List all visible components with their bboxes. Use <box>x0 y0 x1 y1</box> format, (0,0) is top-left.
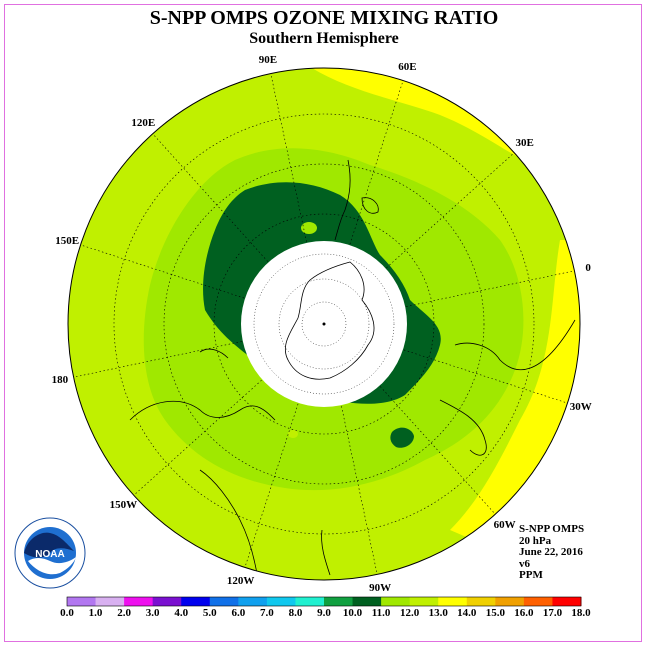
meridian-line <box>323 323 568 404</box>
colorbar-outline <box>66 596 582 607</box>
longitude-label: 120W <box>226 574 255 587</box>
colorbar-tick-label: 13.0 <box>428 607 448 619</box>
colorbar-swatch <box>295 597 325 606</box>
colorbar-swatch <box>381 597 411 606</box>
colorbar-tick-label: 4.0 <box>174 607 189 619</box>
colorbar-swatch <box>352 597 382 606</box>
colorbar-swatch <box>209 597 239 606</box>
map-border <box>67 67 581 581</box>
longitude-label: 120E <box>131 117 156 130</box>
longitude-label: 30E <box>515 137 534 150</box>
longitude-label: 30W <box>569 401 592 414</box>
colorbar-tick-label: 16.0 <box>514 607 534 619</box>
noaa-logo: NOAA <box>14 517 86 589</box>
meridian-line <box>323 270 575 325</box>
longitude-label: 90W <box>369 582 392 595</box>
longitude-label: 90E <box>258 53 278 66</box>
colorbar-tick-label: 18.0 <box>571 607 591 619</box>
page-frame <box>4 4 642 642</box>
info-date: June 22, 2016 <box>519 546 583 558</box>
noaa-logo-text: NOAA <box>35 549 64 560</box>
colorbar-tick-label: 17.0 <box>542 607 563 619</box>
colorbar-tick-label: 1.0 <box>88 607 103 619</box>
longitude-label: 150E <box>55 234 80 247</box>
colorbar-tick-label: 0.0 <box>60 607 74 619</box>
colorbar-swatch <box>124 597 154 606</box>
colorbar-tick-label: 9.0 <box>317 607 331 619</box>
meridian-line <box>152 133 325 325</box>
meridian-line <box>270 73 325 325</box>
colorbar-tick-label: 3.0 <box>145 607 160 619</box>
info-version: v6 <box>519 557 530 570</box>
meridian-line <box>323 80 404 325</box>
longitude-label: 180 <box>51 374 69 387</box>
longitude-label: 60E <box>398 61 417 74</box>
colorbar-swatch <box>552 597 582 606</box>
colorbar-tick-label: 15.0 <box>485 607 505 619</box>
antarctica-coastline <box>284 261 375 380</box>
colorbar-swatch <box>181 597 211 606</box>
meridian-line <box>133 323 325 496</box>
coastlines <box>129 159 576 580</box>
colorbar-swatch <box>409 597 439 606</box>
colorbar-tick-label: 11.0 <box>371 607 391 619</box>
south-pole-marker <box>322 322 326 326</box>
meridian-line <box>80 244 325 325</box>
colorbar-swatch <box>67 597 97 606</box>
colorbar-swatch <box>95 597 125 606</box>
colorbar-swatch <box>523 597 553 606</box>
colorbar-swatch <box>238 597 268 606</box>
meridian-line <box>244 323 325 568</box>
meridian-line <box>73 323 325 378</box>
colorbar-swatch <box>438 597 468 606</box>
colorbar-tick-label: 5.0 <box>202 607 217 619</box>
colorbar-tick-label: 7.0 <box>260 607 274 619</box>
page-title: S-NPP OMPS OZONE MIXING RATIO <box>149 7 499 29</box>
info-units: PPM <box>519 569 543 581</box>
inner-graticule <box>253 253 395 395</box>
colorbar-swatch <box>466 597 496 606</box>
colorbar-swatch <box>266 597 296 606</box>
longitude-label: 0 <box>585 261 591 274</box>
colorbar-tick-label: 12.0 <box>400 607 420 619</box>
ozone-band-9-10-patch <box>390 427 414 448</box>
colorbar-tick-label: 10.0 <box>342 607 363 619</box>
page-subtitle: Southern Hemisphere <box>249 30 399 47</box>
colorbar <box>66 596 582 607</box>
colorbar-tick-label: 8.0 <box>288 607 303 619</box>
info-pressure-level: 20 hPa <box>519 534 552 547</box>
colorbar-swatch <box>324 597 354 606</box>
colorbar-tick-label: 14.0 <box>457 607 477 619</box>
meridians <box>73 73 575 575</box>
meridian-line <box>323 152 515 325</box>
longitude-label: 150W <box>109 498 138 511</box>
colorbar-swatch <box>495 597 525 606</box>
ozone-band-10-11-spot <box>301 222 317 234</box>
longitude-label: 60W <box>493 518 516 531</box>
colorbar-tick-label: 2.0 <box>117 607 131 619</box>
product-info: S-NPP OMPS 20 hPa June 22, 2016 v6 PPM <box>519 523 585 582</box>
ozone-band-10-11-spot-2 <box>288 430 298 438</box>
colorbar-tick-label: 6.0 <box>231 607 246 619</box>
meridian-line <box>323 323 496 515</box>
colorbar-swatch <box>152 597 182 606</box>
info-instrument: S-NPP OMPS <box>519 523 585 535</box>
meridian-line <box>323 323 378 575</box>
